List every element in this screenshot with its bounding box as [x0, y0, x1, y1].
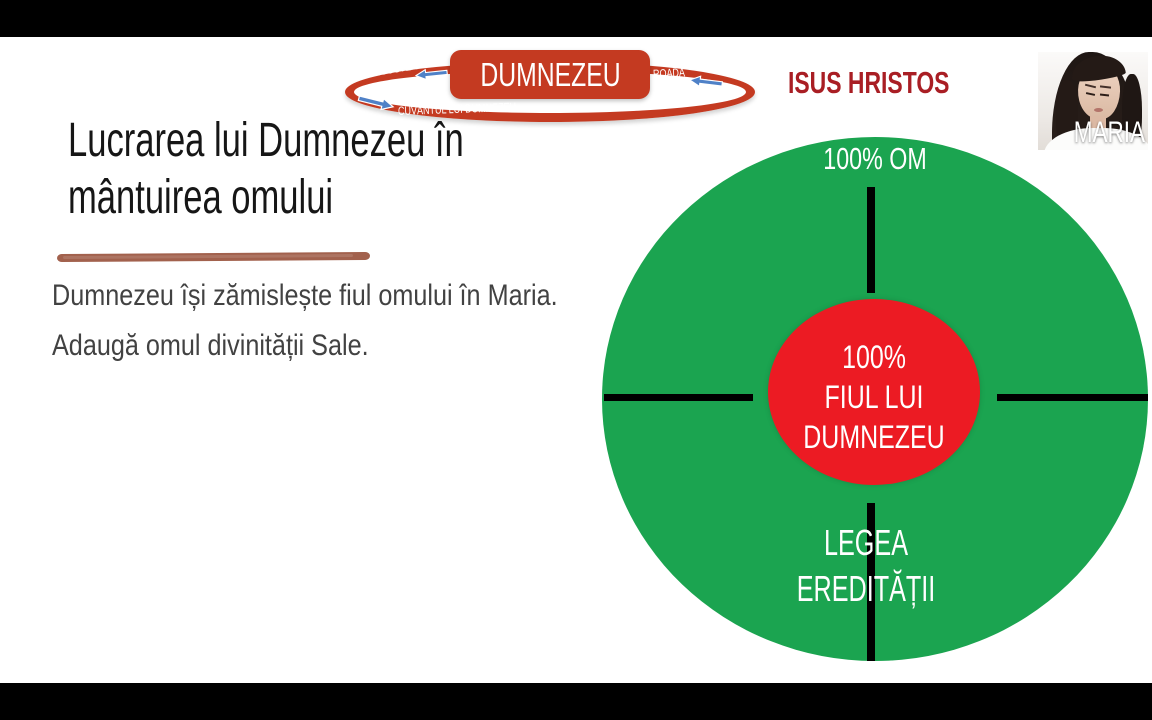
page-title: Lucrarea lui Dumnezeu în mântuirea omulu…: [68, 112, 514, 226]
god-box-label: DUMNEZEU: [479, 55, 621, 93]
arrow-cuvantul-icon: [357, 95, 395, 111]
roada-label: ROADĂ: [652, 65, 686, 81]
body-text: Dumnezeu își zămislește fiul omului în M…: [52, 271, 623, 371]
maria-photo: MARIA: [1038, 52, 1148, 150]
legea-label-line1: LEGEA: [823, 522, 909, 563]
fiul-lui-dumnezeu-label: 100% FIUL LUI DUMNEZEU: [791, 337, 956, 457]
isus-hristos-label: ISUS HRISTOS: [788, 65, 950, 100]
slide: DUMNEZEU DRAGOSTEA ROADĂ CUVÂNTUL LUI DU…: [0, 37, 1152, 683]
legea-label-line2: EREDITĂȚII: [796, 568, 936, 609]
god-box: DUMNEZEU: [450, 50, 650, 99]
center-label-line2: FIUL LUI: [824, 379, 924, 415]
cross-line-left: [604, 394, 753, 401]
maria-shirt-shape: [1044, 128, 1148, 150]
om-label: 100% OM: [823, 141, 927, 176]
page-title-line1: Lucrarea lui Dumnezeu în: [68, 114, 464, 167]
letterbox-bottom: [0, 683, 1152, 720]
center-label-line1: 100%: [842, 339, 906, 375]
arrow-roada-icon: [688, 75, 724, 88]
maria-label: MARIA: [1073, 116, 1145, 149]
page-title-line2: mântuirea omului: [68, 171, 334, 224]
cross-line-bottom: [867, 503, 875, 661]
body-line2: Adaugă omul divinității Sale.: [52, 329, 369, 362]
cross-line-right: [997, 394, 1148, 401]
arrow-left-icon: [414, 68, 448, 81]
cross-line-top: [867, 187, 875, 293]
divine-circle: [768, 299, 980, 485]
body-line1: Dumnezeu își zămislește fiul omului în M…: [52, 279, 558, 312]
letterbox-top: [0, 0, 1152, 37]
title-underline: [56, 251, 371, 263]
maria-neck-shape: [1090, 116, 1106, 130]
legea-ereditatii-label: LEGEA EREDITĂȚII: [761, 520, 971, 612]
maria-lips-shape: [1094, 108, 1103, 112]
center-label-line3: DUMNEZEU: [803, 419, 945, 455]
